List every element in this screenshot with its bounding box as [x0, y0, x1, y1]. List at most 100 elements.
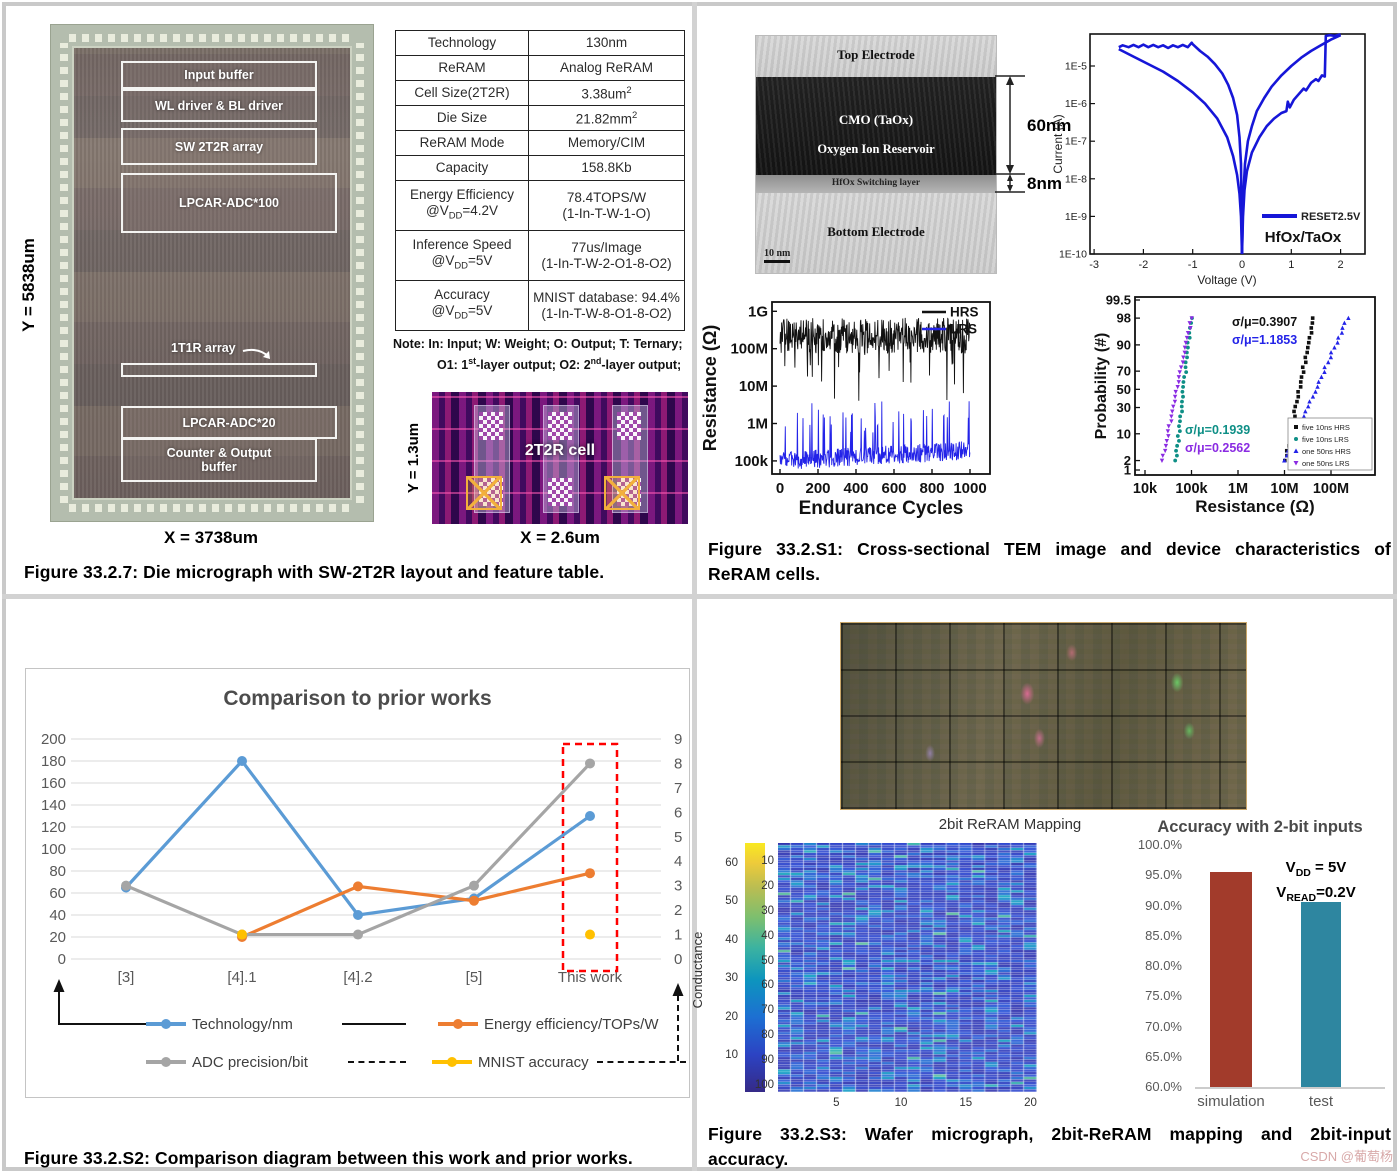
prob-point: [1181, 355, 1186, 360]
die-block-label: Input buffer: [184, 68, 254, 82]
die-block-label: LPCAR-ADC*20: [182, 415, 276, 430]
left-axis-tick: 60: [49, 885, 66, 902]
tem-cmo-band: [756, 77, 996, 175]
iv-y-tick: 1E-6: [1065, 98, 1087, 110]
prob-point: [1298, 380, 1303, 384]
prob-point: [1178, 365, 1184, 370]
prob-point: [1176, 380, 1181, 385]
prob-point: [1307, 335, 1312, 340]
right-axis-tick: 3: [674, 878, 682, 895]
bar-test: [1301, 902, 1341, 1087]
heatmap-col-tick: 5: [833, 1097, 840, 1109]
die-block-lpcar-adc-20: LPCAR-ADC*20: [121, 406, 337, 439]
caption-line-1: Figure 33.2.S3: Wafer micrograph, 2bit-R…: [708, 1124, 1391, 1144]
series-point-Energy efficiency/TOPs/W: [469, 895, 479, 906]
die-block-counter-output-buffer: Counter & Output buffer: [121, 438, 317, 482]
endurance-y-tick: 10M: [739, 378, 768, 395]
feature-table-row: Accuracy @VDD=5V MNIST database: 94.4% (1-I…: [395, 280, 685, 331]
legend-row-1: Technology/nm Energy efficiency/TOPs/W: [146, 1011, 686, 1037]
prob-point: [1293, 404, 1298, 409]
iv-curve: [1118, 41, 1244, 255]
cell-x-dim-label: X = 2.6um: [432, 528, 688, 548]
series-point-ADC precision/bit: [585, 758, 595, 769]
prob-point: [1299, 375, 1304, 379]
feature-table-cell: 3.38um2: [528, 80, 685, 106]
accuracy-baseline: [1195, 1087, 1385, 1089]
iv-curve: [1240, 34, 1342, 255]
via-checker: [548, 412, 572, 441]
die-block-label: buffer: [201, 460, 237, 474]
prob-y-tick: 2: [1124, 453, 1131, 468]
die-micrograph: Input buffer WL driver & BL driver SW 2T…: [50, 24, 374, 522]
tem-switching-band: [756, 175, 996, 193]
prob-annotation: σ/μ=0.2562: [1185, 441, 1250, 455]
caption-text: Figure 33.2.7: Die micrograph with SW-2T…: [24, 562, 605, 582]
feature-table-cell: Memory/CIM: [528, 130, 685, 156]
prob-annotation: σ/μ=1.1853: [1232, 333, 1297, 347]
iv-x-tick: 2: [1338, 259, 1344, 271]
prob-point: [1175, 384, 1180, 390]
prob-point: [1183, 365, 1188, 370]
prob-point: [1175, 443, 1180, 448]
comparison-chart-panel: Comparison to prior works 0 20 40 60 80 100 12…: [25, 668, 690, 1098]
prob-point: [1171, 404, 1176, 409]
chart-shape: [1293, 448, 1299, 453]
prob-point: [1328, 350, 1334, 355]
feature-table-cell: Inference Speed @VDD=5V: [395, 230, 529, 281]
iv-y-tick: 1E-10: [1059, 249, 1087, 261]
right-axis-tick: 7: [674, 780, 682, 797]
tem-label-switching: HfOx Switching layer: [831, 178, 921, 188]
iv-curve: [1118, 47, 1244, 255]
endurance-x-label: Endurance Cycles: [799, 498, 964, 519]
mapping-title-text: 2bit ReRAM Mapping: [938, 816, 1082, 833]
prob-point: [1184, 370, 1189, 375]
prob-point: [1298, 385, 1303, 389]
left-axis-arrowhead: [53, 979, 65, 992]
feature-table-cell: Energy Efficiency @VDD=4.2V: [395, 180, 529, 231]
table-note: Note: In: Input; W: Weight; O: Output; T…: [393, 336, 689, 374]
prob-point: [1188, 326, 1193, 331]
tem-label-bottom-electrode: Bottom Electrode: [827, 224, 925, 239]
prob-point: [1173, 458, 1178, 463]
prob-point: [1172, 399, 1178, 405]
prob-point: [1300, 365, 1305, 370]
prob-point: [1315, 384, 1320, 389]
prob-y-tick: 98: [1117, 311, 1131, 326]
prob-point: [1310, 394, 1316, 399]
comparison-legend: Technology/nm Energy efficiency/TOPs/W A…: [146, 1011, 686, 1075]
prob-point: [1296, 394, 1301, 399]
accuracy-chart-title: Accuracy with 2-bit inputs: [1150, 818, 1370, 837]
die-pad-ring: [69, 504, 355, 512]
prob-point: [1178, 419, 1182, 424]
iv-y-tick: 1E-9: [1065, 211, 1087, 223]
prob-annotation: σ/μ=0.3907: [1232, 315, 1297, 329]
prob-point: [1187, 321, 1192, 326]
endurance-x-tick: 400: [843, 480, 868, 497]
chart-shape: [1089, 33, 1366, 255]
prob-point: [1182, 375, 1187, 379]
prob-y-tick: 90: [1117, 337, 1131, 352]
colorbar-label: Conductance: [690, 932, 705, 1009]
legend-label-mnist: MNIST accuracy: [478, 1053, 589, 1071]
prob-point: [1313, 389, 1318, 394]
right-axis-tick: 2: [674, 902, 682, 919]
series-point-Technology/nm: [585, 811, 595, 821]
legend-marker-technology: [146, 1019, 186, 1029]
left-axis-tick: 80: [49, 863, 66, 880]
series-point-ADC precision/bit: [469, 880, 479, 891]
prob-point: [1296, 389, 1300, 394]
legend-label-energy: Energy efficiency/TOPs/W: [484, 1015, 659, 1033]
iv-curve-chart: 1E-5 1E-6 1E-7 1E-8 1E-9 1E-10-3 -2 -1 0 1 2 Voltag…: [1051, 33, 1366, 287]
prob-point: [1336, 335, 1341, 340]
watermark-text: CSDN @葡萄杨: [1300, 1149, 1393, 1164]
prob-point: [1322, 364, 1327, 370]
prob-point: [1170, 409, 1175, 414]
accuracy-title-text: Accuracy with 2-bit inputs: [1157, 818, 1363, 836]
prob-point: [1185, 355, 1189, 360]
prob-point: [1309, 331, 1314, 335]
vread-annotation: VREAD=0.2V: [1276, 884, 1356, 904]
endurance-x-tick: 600: [881, 480, 906, 497]
die-block-label: WL driver & BL driver: [154, 98, 284, 113]
colorbar: [745, 843, 765, 1092]
bar-label-text: simulation: [1197, 1093, 1265, 1110]
